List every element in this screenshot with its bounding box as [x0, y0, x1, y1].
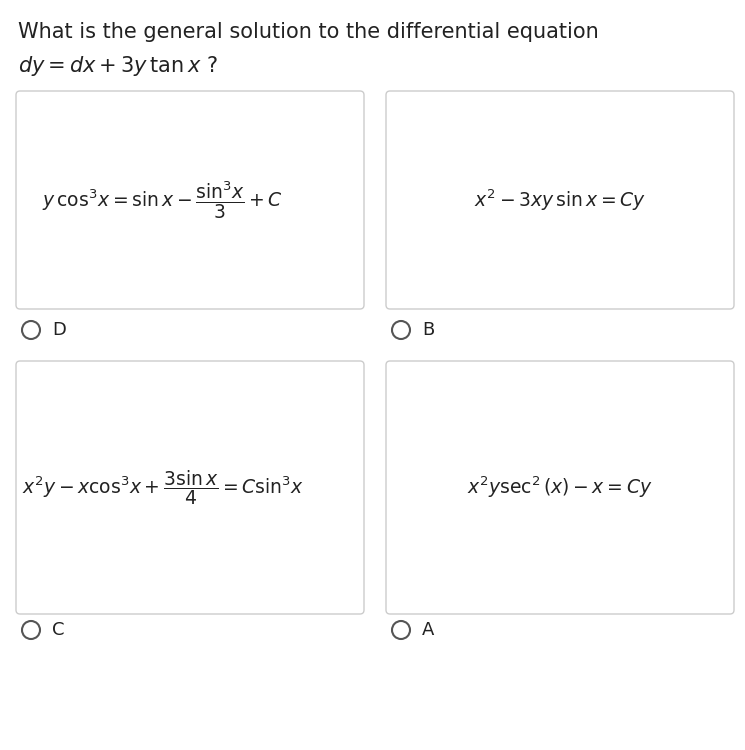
FancyBboxPatch shape	[16, 361, 364, 614]
Text: C: C	[52, 621, 65, 639]
Text: B: B	[422, 321, 434, 339]
Text: $y\,\cos^3\!x = \sin x - \dfrac{\sin^3\!x}{3} + C$: $y\,\cos^3\!x = \sin x - \dfrac{\sin^3\!…	[42, 179, 283, 220]
Text: $x^2 - 3xy\,\sin x = Cy$: $x^2 - 3xy\,\sin x = Cy$	[474, 188, 646, 213]
Text: $x^2y - x\cos^3\!x + \dfrac{3\sin x}{4} = C\sin^3\!x$: $x^2y - x\cos^3\!x + \dfrac{3\sin x}{4} …	[22, 468, 304, 507]
Text: D: D	[52, 321, 66, 339]
Text: What is the general solution to the differential equation: What is the general solution to the diff…	[18, 22, 599, 42]
Text: A: A	[422, 621, 434, 639]
Text: $dy = dx + 3y\,\tan x\ ?$: $dy = dx + 3y\,\tan x\ ?$	[18, 54, 218, 78]
Text: $x^2y\sec^2(x) - x = Cy$: $x^2y\sec^2(x) - x = Cy$	[467, 475, 653, 500]
FancyBboxPatch shape	[386, 91, 734, 309]
FancyBboxPatch shape	[16, 91, 364, 309]
FancyBboxPatch shape	[386, 361, 734, 614]
